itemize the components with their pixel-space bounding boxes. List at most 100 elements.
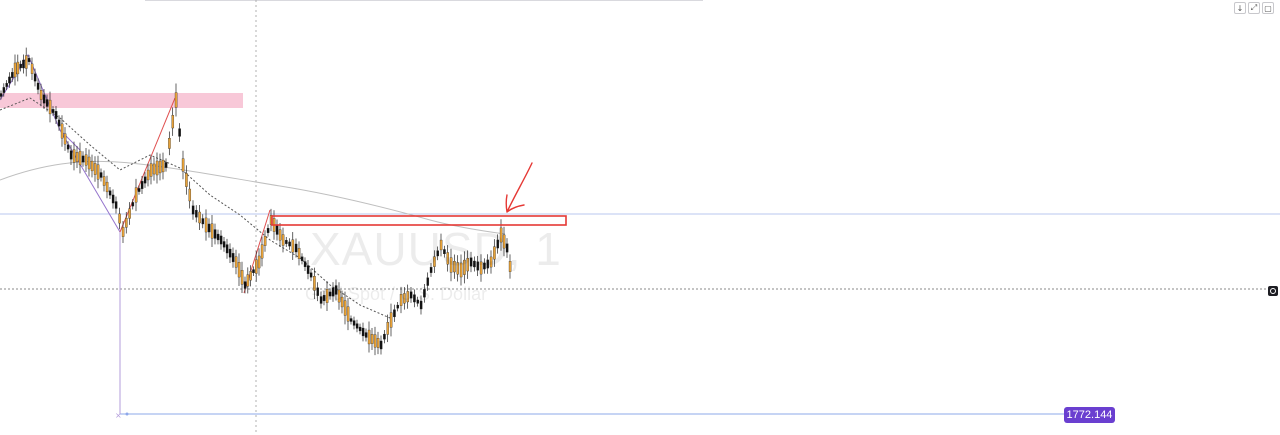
candle-body — [114, 201, 118, 209]
candle-body — [181, 158, 185, 172]
toolbar-top-edge — [145, 0, 703, 1]
candle-body — [502, 234, 506, 249]
candle-body — [195, 210, 198, 218]
candle-body — [118, 213, 121, 224]
candle-body — [185, 173, 188, 187]
candle-body — [499, 227, 503, 243]
candle-body — [60, 123, 64, 139]
candle-body — [240, 270, 244, 285]
candle-body — [75, 152, 79, 162]
candle-body — [201, 218, 205, 225]
candle-body — [325, 289, 329, 303]
candle-body — [152, 163, 156, 175]
candle-body — [370, 334, 374, 344]
candle-body — [456, 262, 460, 275]
candle-body — [303, 261, 307, 268]
description-watermark: Gold Spot / U.S. Dollar — [305, 284, 488, 304]
candle-body — [11, 72, 14, 78]
candle-body — [399, 294, 403, 306]
candle-body — [252, 269, 255, 274]
download-icon[interactable]: ↓ — [1234, 2, 1246, 14]
supply-zone-rectangle[interactable] — [0, 93, 243, 108]
candle-body — [288, 241, 291, 247]
candle-body — [213, 229, 217, 239]
candle-body — [449, 257, 453, 273]
candle-body — [225, 244, 229, 254]
candle-body — [306, 265, 310, 274]
candle-body — [33, 73, 37, 82]
candle-body — [5, 83, 8, 87]
candle-body — [379, 340, 383, 350]
candle-body — [8, 76, 11, 84]
candle-body — [423, 289, 426, 298]
candle-body — [463, 259, 466, 275]
candle-body — [158, 160, 162, 174]
window-controls: ↓ ⤢ ▢ — [1234, 2, 1274, 14]
candle-body — [2, 87, 6, 93]
candle-body — [30, 63, 34, 74]
candle-body — [409, 291, 413, 299]
candlestick-series[interactable] — [0, 47, 512, 356]
candle-body — [466, 258, 470, 272]
resistance-box[interactable] — [271, 215, 567, 226]
zigzag-line[interactable] — [0, 53, 121, 233]
candle-body — [93, 163, 97, 175]
price-label-badge[interactable]: 1772.144 — [1064, 407, 1115, 423]
candle-body — [322, 294, 326, 302]
candle-body — [210, 223, 214, 239]
candle-body — [352, 320, 356, 326]
candle-body — [0, 93, 3, 97]
candle-body — [476, 261, 480, 271]
candle-body — [263, 236, 267, 246]
candle-body — [134, 187, 138, 203]
candle-body — [249, 271, 252, 281]
candle-body — [386, 322, 390, 335]
candle-body — [90, 160, 94, 172]
candle-body — [294, 243, 298, 253]
candle-body — [143, 176, 147, 184]
candle-body — [396, 304, 400, 309]
candle-body — [219, 235, 223, 245]
candle-body — [111, 194, 115, 204]
candle-body — [337, 289, 341, 303]
candle-body — [479, 261, 483, 275]
candle-body — [403, 293, 406, 304]
candle-body — [496, 239, 500, 249]
candle-body — [161, 159, 165, 173]
candle-body — [436, 250, 440, 257]
window-icon[interactable]: ▢ — [1262, 2, 1274, 14]
candle-body — [171, 115, 175, 129]
measure-anchor-point[interactable] — [125, 412, 129, 416]
candle-body — [146, 169, 150, 181]
candle-body — [27, 58, 31, 62]
measure-cross-marker: × — [115, 411, 122, 420]
candle-body — [128, 208, 131, 219]
candle-body — [45, 99, 49, 107]
candle-body — [486, 259, 490, 269]
candle-body — [439, 239, 443, 251]
candle-body — [346, 306, 350, 322]
candle-body — [316, 287, 320, 296]
candle-body — [204, 217, 208, 233]
candle-body — [25, 55, 28, 69]
candle-body — [188, 188, 192, 202]
candle-body — [473, 260, 476, 268]
candle-body — [191, 205, 195, 215]
candle-body — [96, 164, 100, 180]
candle-body — [443, 249, 446, 255]
scale-cursor-icon[interactable] — [1268, 286, 1278, 296]
candle-body — [84, 154, 88, 166]
candle-body — [260, 244, 264, 259]
candle-body — [222, 241, 226, 248]
candle-body — [446, 252, 450, 265]
expand-icon[interactable]: ⤢ — [1248, 2, 1260, 14]
candle-body — [198, 211, 201, 224]
candle-body — [393, 309, 396, 318]
candle-body — [69, 150, 73, 160]
candle-body — [234, 256, 238, 268]
candle-body — [72, 149, 76, 163]
candle-body — [178, 128, 181, 137]
hand-drawn-arrow[interactable] — [505, 162, 533, 213]
candle-body — [278, 229, 282, 241]
